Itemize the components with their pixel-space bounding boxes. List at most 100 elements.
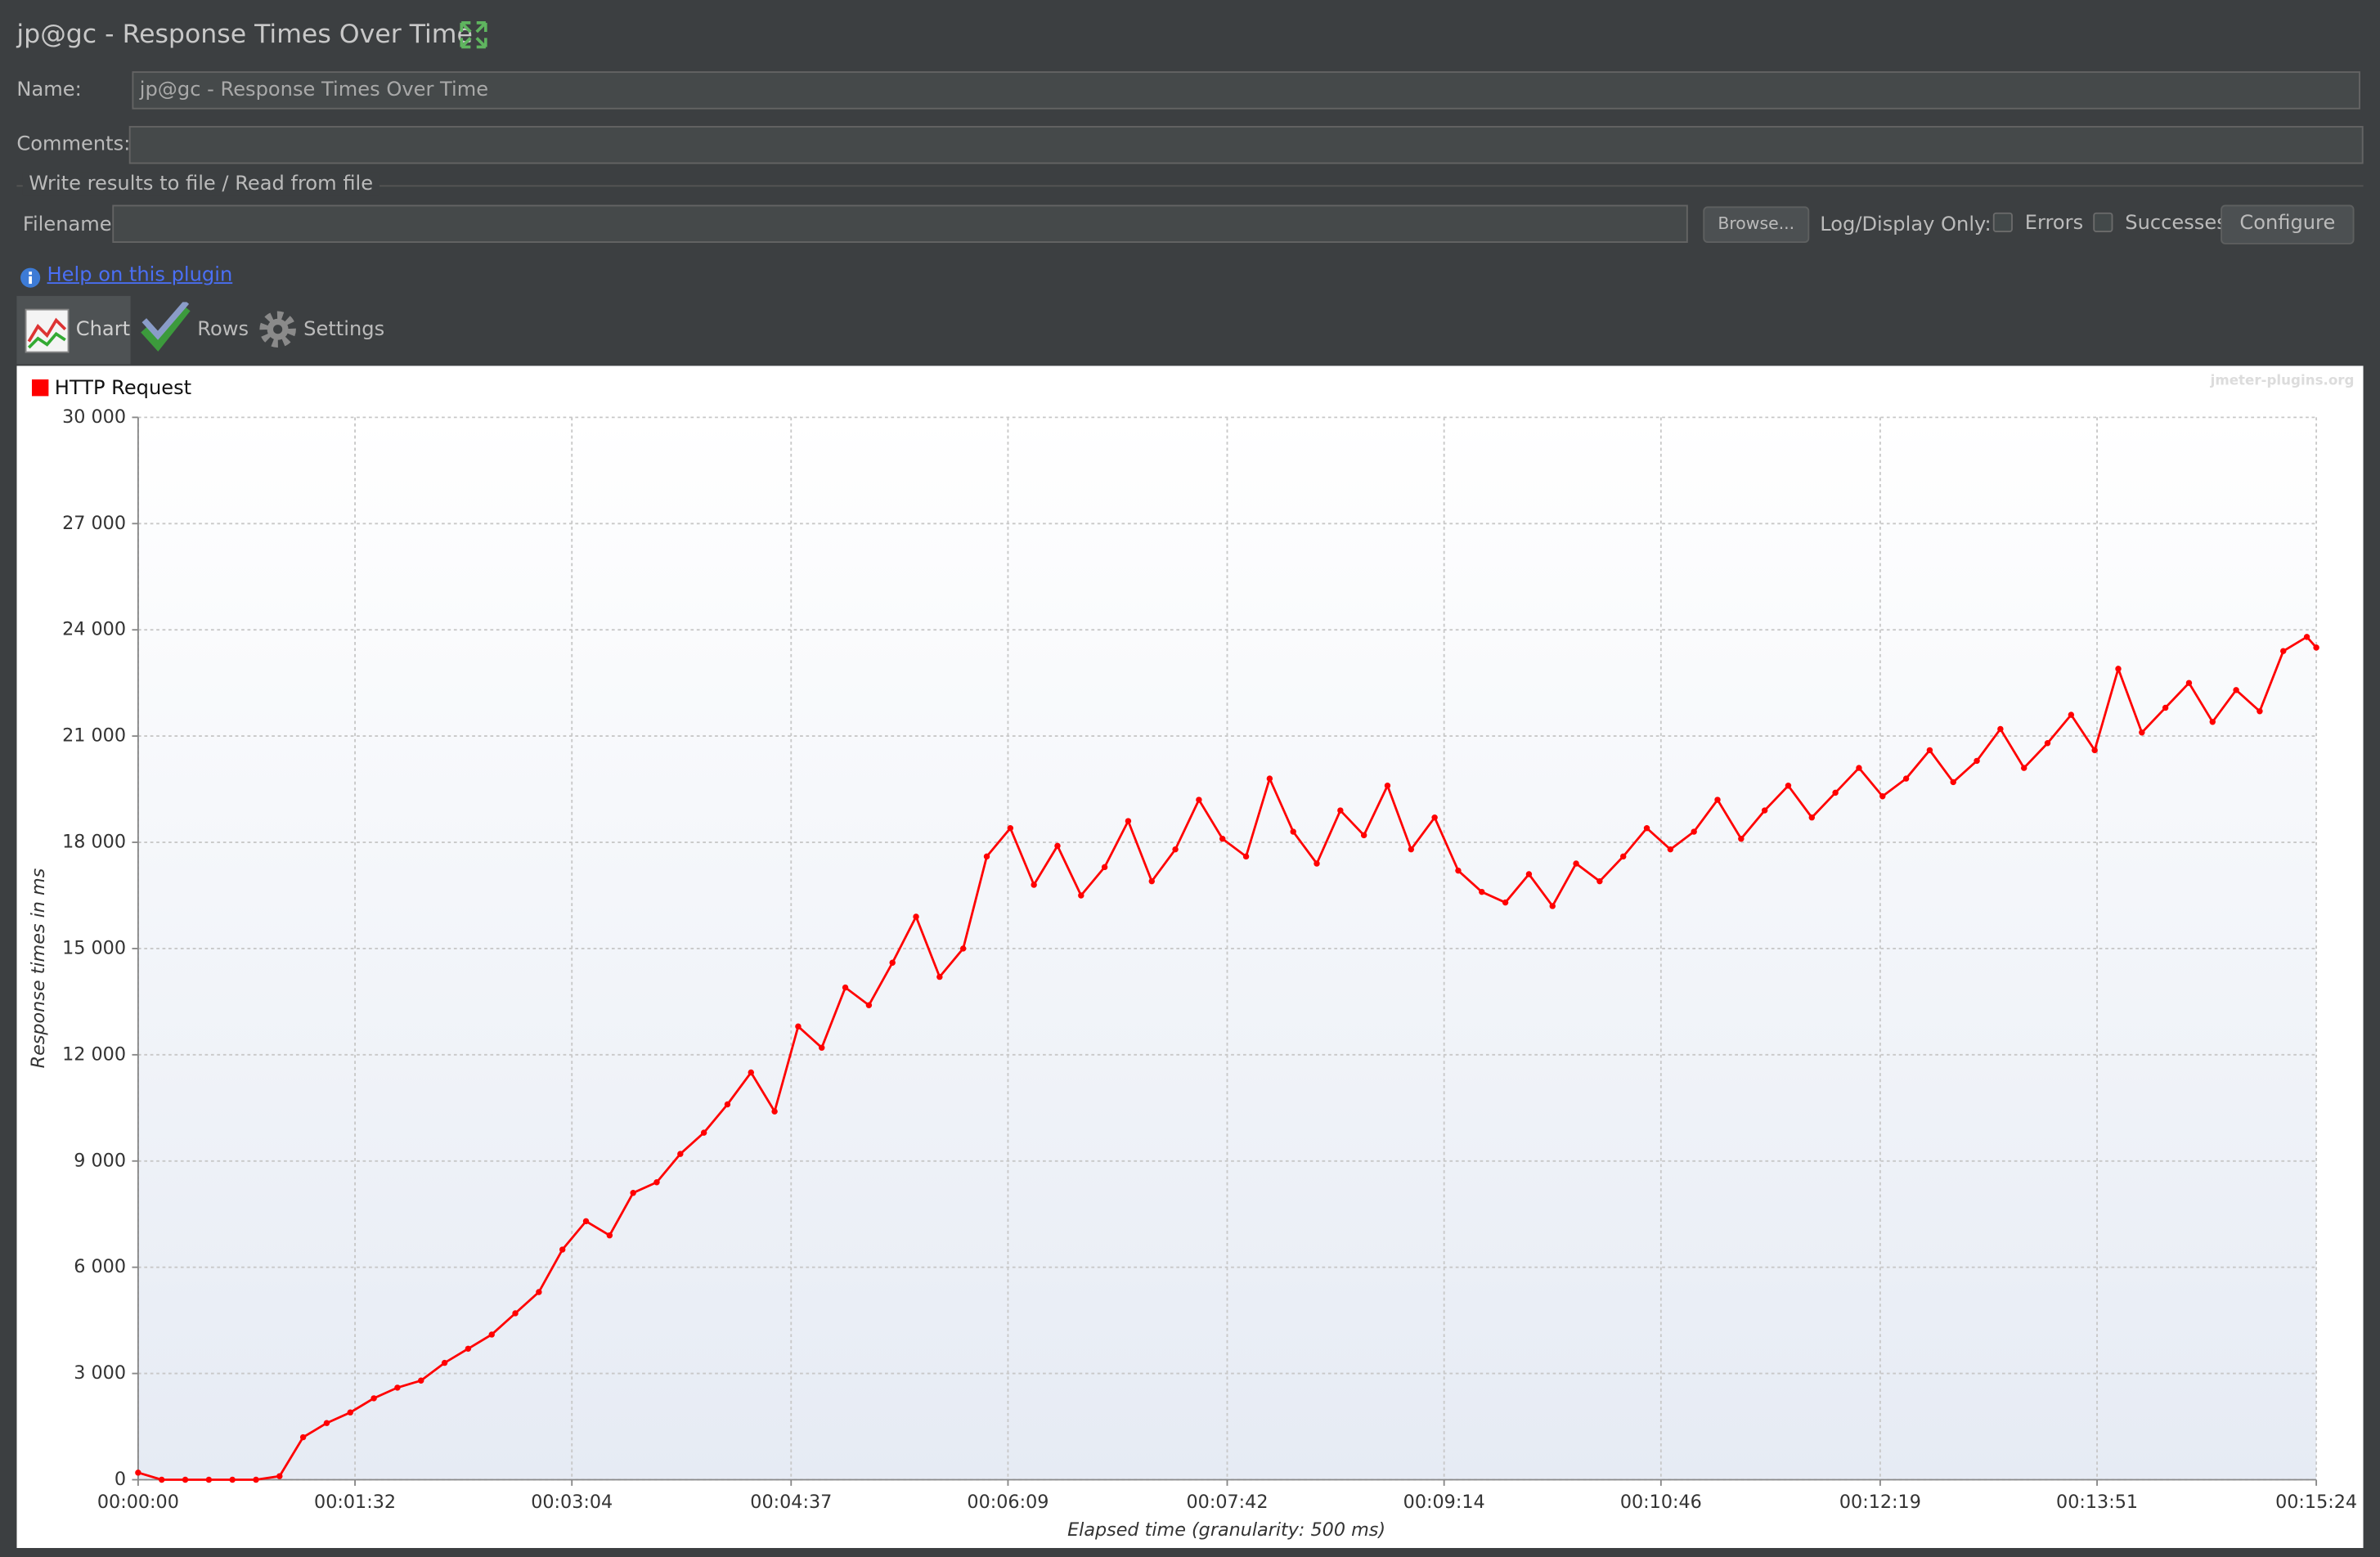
y-tick-label: 12 000 — [62, 1043, 126, 1065]
x-tick-label: 00:00:00 — [97, 1492, 179, 1513]
data-point — [1785, 783, 1792, 789]
data-point — [299, 1434, 307, 1441]
data-point — [1101, 864, 1108, 871]
name-label: Name: — [16, 79, 82, 102]
data-point — [1031, 882, 1037, 888]
data-point — [936, 973, 943, 980]
data-point — [2257, 708, 2263, 715]
data-point — [1078, 892, 1084, 899]
legend-swatch — [31, 379, 49, 397]
x-tick-label: 00:01:32 — [314, 1492, 396, 1513]
data-point — [606, 1232, 613, 1239]
data-point — [135, 1470, 141, 1476]
data-point — [2139, 729, 2145, 736]
y-tick-label: 24 000 — [62, 619, 126, 640]
comments-label: Comments: — [16, 133, 131, 157]
data-point — [1479, 888, 1485, 895]
data-point — [2313, 644, 2319, 651]
data-point — [205, 1476, 213, 1483]
successes-checkbox[interactable] — [2093, 212, 2113, 232]
data-point — [512, 1310, 519, 1317]
data-point — [1856, 765, 1862, 771]
chart-tab-icon — [25, 308, 70, 353]
watermark: jmeter-plugins.org — [2210, 371, 2355, 388]
chart: jmeter-plugins.org Response times in ms … — [16, 366, 2364, 1549]
errors-checkbox[interactable] — [1992, 212, 2013, 232]
data-point — [795, 1023, 802, 1030]
x-axis-label: Elapsed time (granularity: 500 ms) — [1067, 1519, 1385, 1541]
data-point — [1502, 899, 1509, 906]
data-point — [347, 1409, 354, 1416]
data-point — [229, 1476, 236, 1483]
data-point — [1125, 818, 1132, 824]
y-tick-label: 27 000 — [62, 513, 126, 534]
data-point — [1242, 853, 1250, 860]
help-link[interactable]: Help on this plugin — [47, 263, 233, 287]
data-point — [653, 1179, 660, 1186]
data-point — [1219, 835, 1226, 842]
expand-icon[interactable] — [460, 20, 487, 49]
settings-tab-icon[interactable] — [258, 310, 298, 349]
panel-title: jp@gc - Response Times Over Time — [16, 20, 473, 51]
x-tick-label: 00:04:37 — [750, 1492, 832, 1513]
browse-button[interactable]: Browse... — [1703, 206, 1810, 243]
data-point — [2068, 711, 2075, 718]
data-point — [1054, 842, 1061, 850]
data-point — [1148, 877, 1155, 885]
data-point — [253, 1476, 259, 1483]
rows-tab-icon[interactable] — [140, 302, 191, 353]
y-tick-label: 0 — [115, 1469, 126, 1490]
data-point — [842, 984, 849, 991]
comments-field[interactable] — [128, 126, 2364, 164]
data-point — [677, 1151, 684, 1157]
data-point — [748, 1069, 754, 1076]
data-point — [2209, 719, 2216, 725]
data-point — [1549, 903, 1556, 909]
data-point — [1196, 796, 1202, 803]
data-point — [1997, 725, 2004, 733]
tab-label: Chart — [75, 318, 131, 342]
data-point — [1902, 775, 1910, 782]
name-field[interactable]: jp@gc - Response Times Over Time — [132, 71, 2360, 110]
data-point — [2020, 765, 2027, 771]
filename-field[interactable] — [112, 204, 1688, 243]
separator — [16, 185, 2364, 188]
data-point — [1313, 860, 1320, 867]
x-tick-label: 00:07:42 — [1186, 1492, 1268, 1513]
data-point — [1926, 747, 1933, 754]
data-point — [1455, 867, 1462, 874]
data-point — [465, 1345, 472, 1352]
x-tick-label: 00:06:09 — [967, 1492, 1049, 1513]
data-point — [1596, 877, 1603, 885]
data-point — [276, 1473, 283, 1479]
data-point — [2233, 687, 2239, 693]
data-point — [1667, 846, 1674, 853]
data-point — [2115, 666, 2122, 672]
data-point — [488, 1331, 495, 1338]
data-point — [700, 1129, 707, 1136]
data-point — [1290, 828, 1296, 835]
y-tick-label: 15 000 — [62, 937, 126, 958]
series-line — [137, 635, 2318, 1481]
x-tick-label: 00:12:19 — [1839, 1492, 1921, 1513]
data-point — [1408, 846, 1415, 853]
tab-label[interactable]: Rows — [197, 318, 249, 342]
data-point — [1714, 796, 1721, 803]
data-point — [1643, 824, 1650, 832]
data-point — [771, 1108, 778, 1115]
data-point — [1950, 778, 1956, 786]
data-point — [1337, 807, 1344, 814]
data-point — [1738, 835, 1745, 842]
data-point — [1879, 793, 1886, 800]
name-value: jp@gc - Response Times Over Time — [139, 79, 489, 102]
configure-button[interactable]: Configure — [2221, 204, 2355, 245]
y-tick-label: 18 000 — [62, 832, 126, 853]
successes-label: Successes — [2125, 212, 2227, 236]
tab-label[interactable]: Settings — [303, 318, 385, 342]
log-display-label: Log/Display Only: — [1820, 213, 1992, 237]
data-point — [582, 1218, 590, 1225]
data-point — [2303, 634, 2310, 640]
data-point — [1266, 775, 1273, 782]
filename-label: Filename — [22, 213, 112, 237]
